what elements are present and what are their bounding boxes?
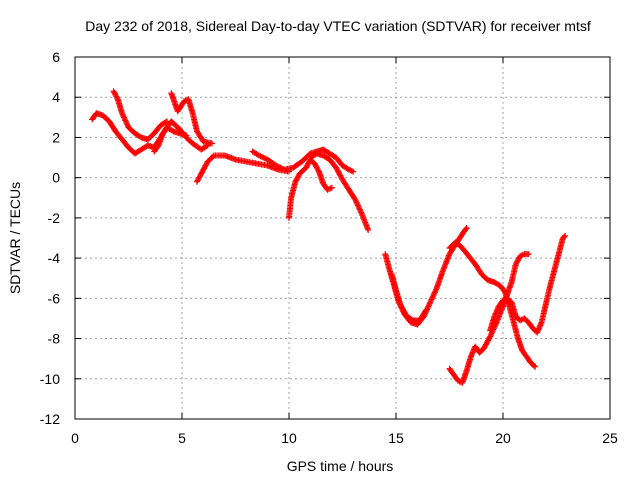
data-point [532, 363, 539, 370]
y-axis-label: SDTVAR / TECUs [7, 182, 23, 294]
series-arc-8 [307, 150, 372, 233]
plot-frame [74, 56, 611, 420]
y-tick-label: -8 [48, 331, 61, 347]
data-point [422, 308, 429, 315]
data-points [89, 88, 569, 386]
x-axis-label: GPS time / hours [287, 458, 394, 474]
series-arc-13 [487, 232, 569, 336]
y-tick-label: -6 [48, 290, 61, 306]
y-tick-label: 0 [52, 170, 60, 186]
data-point [462, 226, 469, 233]
y-tick-label: 2 [52, 129, 60, 145]
data-point [365, 226, 372, 233]
x-axis-ticks: 0 5 10 15 20 25 [71, 57, 618, 446]
y-tick-label: -12 [40, 411, 60, 427]
y-tick-label: -2 [48, 210, 61, 226]
x-tick-label: 20 [495, 430, 511, 446]
data-point [328, 184, 335, 191]
x-tick-label: 15 [388, 430, 404, 446]
y-axis-ticks: -12 -10 -8 -6 -4 -2 0 2 4 6 [40, 49, 610, 427]
series-arc-10 [388, 271, 429, 324]
y-tick-label: 6 [52, 49, 60, 65]
y-tick-label: 4 [52, 89, 60, 105]
series-arc-3 [151, 118, 211, 155]
x-tick-label: 10 [281, 430, 297, 446]
data-point [486, 334, 493, 341]
data-point [327, 185, 334, 192]
data-point [114, 94, 121, 101]
data-point [525, 251, 532, 258]
data-point [560, 233, 567, 240]
data-point [562, 232, 569, 239]
x-tick-label: 0 [71, 430, 79, 446]
data-point [350, 168, 357, 175]
data-point [531, 362, 538, 369]
data-point [315, 167, 322, 174]
series-arc-5 [193, 152, 292, 185]
data-point [463, 224, 470, 231]
series-arc-4 [168, 90, 215, 147]
x-tick-label: 5 [178, 430, 186, 446]
x-tick-label: 25 [602, 430, 618, 446]
series-arc-6 [249, 146, 357, 175]
y-tick-label: -4 [48, 250, 61, 266]
grid-lines [75, 57, 610, 419]
y-tick-label: -10 [40, 371, 60, 387]
series-arc-7 [286, 156, 335, 221]
data-point [208, 140, 215, 147]
chart-title: Day 232 of 2018, Sidereal Day-to-day VTE… [85, 18, 591, 34]
data-point [422, 307, 429, 314]
series-arc-12 [446, 251, 532, 386]
series-arc-11 [446, 239, 539, 370]
